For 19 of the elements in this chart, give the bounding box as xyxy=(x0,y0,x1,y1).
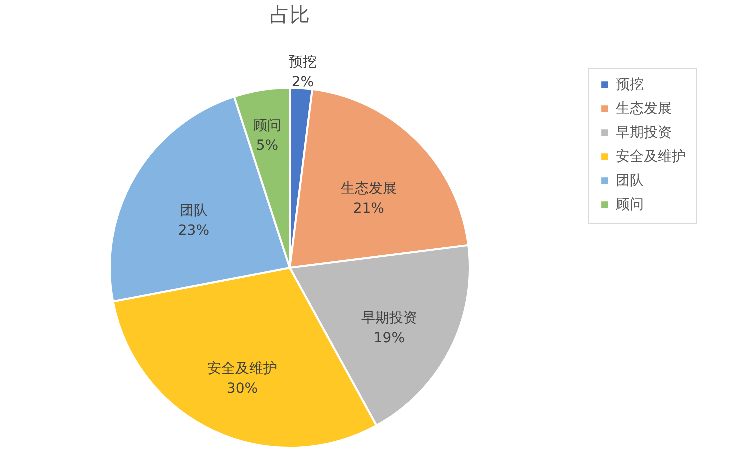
legend-label: 团队 xyxy=(616,173,644,189)
data-label: 2% xyxy=(292,74,314,90)
legend-label: 早期投资 xyxy=(616,125,672,141)
slice-label: 早期投资 xyxy=(361,310,418,327)
data-label: 21% xyxy=(353,201,384,218)
legend-label: 安全及维护 xyxy=(616,149,686,165)
data-label: 30% xyxy=(226,380,258,397)
data-label: 19% xyxy=(374,330,405,347)
legend-label: 生态发展 xyxy=(616,101,672,117)
data-label: 23% xyxy=(178,223,210,240)
legend-label: 预挖 xyxy=(616,77,644,93)
slice-label: 顾问 xyxy=(253,118,282,134)
slice-label: 生态发展 xyxy=(340,181,397,198)
slice-label: 团队 xyxy=(180,203,208,220)
legend-label: 顾问 xyxy=(616,197,644,213)
slice-label: 预挖 xyxy=(288,54,317,70)
chart-title: 占比 xyxy=(270,2,310,26)
slice-label: 安全及维护 xyxy=(207,360,278,377)
data-label: 5% xyxy=(256,138,279,154)
